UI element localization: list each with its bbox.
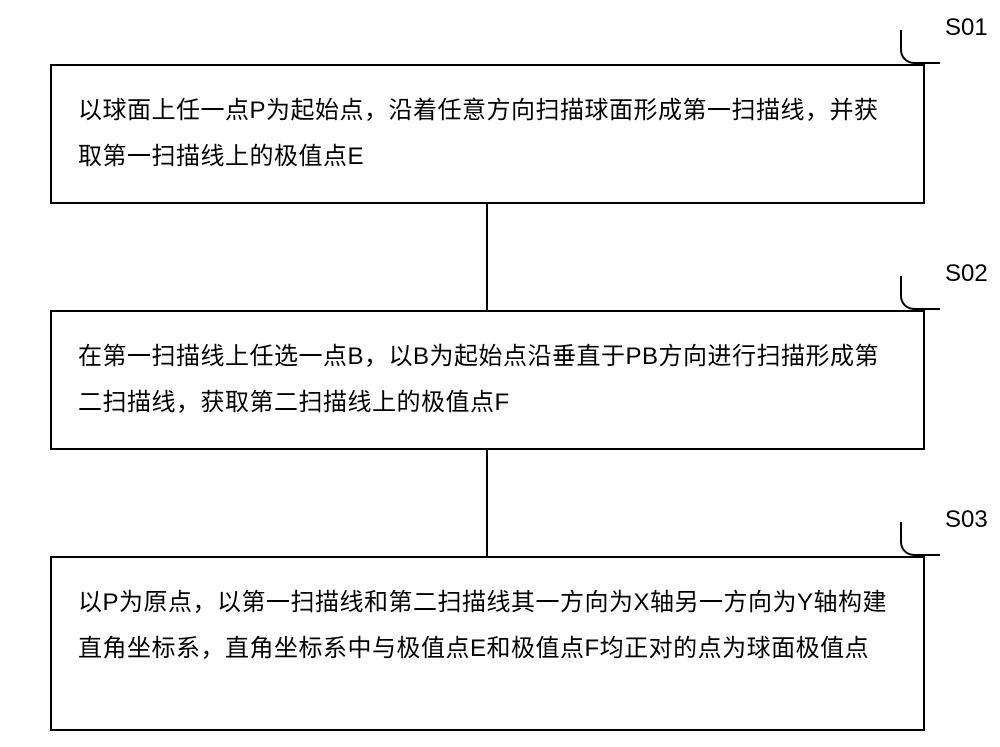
step-text-s02: 在第一扫描线上任选一点B，以B为起始点沿垂直于PB方向进行扫描形成第二扫描线，获… (78, 334, 897, 425)
connector-2 (486, 450, 488, 556)
step-box-s01: 以球面上任一点P为起始点，沿着任意方向扫描球面形成第一扫描线，并获取第一扫描线上… (50, 64, 925, 204)
leader-s01 (900, 30, 940, 64)
step-label-s01: S01 (945, 14, 988, 42)
flowchart-canvas: 以球面上任一点P为起始点，沿着任意方向扫描球面形成第一扫描线，并获取第一扫描线上… (0, 0, 1000, 747)
leader-s03 (900, 522, 940, 556)
step-label-s03: S03 (945, 506, 988, 534)
connector-1 (486, 204, 488, 310)
step-label-s02: S02 (945, 260, 988, 288)
step-box-s03: 以P为原点，以第一扫描线和第二扫描线其一方向为X轴另一方向为Y轴构建直角坐标系，… (50, 556, 925, 731)
leader-s02 (900, 276, 940, 310)
step-text-s01: 以球面上任一点P为起始点，沿着任意方向扫描球面形成第一扫描线，并获取第一扫描线上… (78, 88, 897, 179)
step-box-s02: 在第一扫描线上任选一点B，以B为起始点沿垂直于PB方向进行扫描形成第二扫描线，获… (50, 310, 925, 450)
step-text-s03: 以P为原点，以第一扫描线和第二扫描线其一方向为X轴另一方向为Y轴构建直角坐标系，… (78, 580, 897, 671)
